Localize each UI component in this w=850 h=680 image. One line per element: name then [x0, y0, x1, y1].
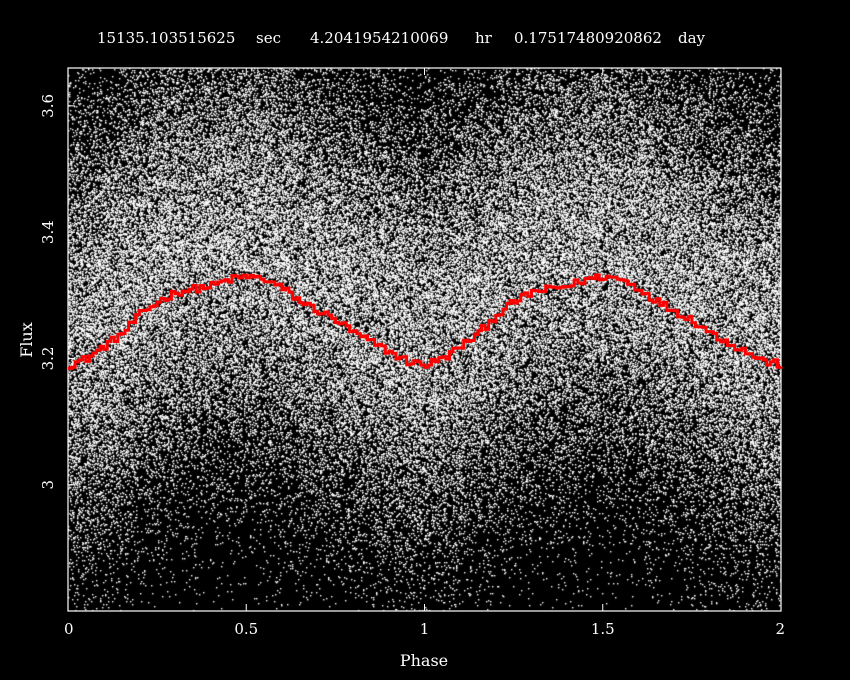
period-days-value: 0.17517480920862: [514, 29, 662, 47]
x-axis-ticks: 0 0.5 1 1.5 2: [64, 68, 785, 638]
flux-scatter-points: [68, 68, 781, 611]
y-tick-label: 3: [39, 480, 57, 490]
x-tick-label: 1: [420, 620, 430, 638]
period-title: 15135.103515625 sec 4.2041954210069 hr 0…: [97, 29, 706, 47]
x-tick-label: 2: [775, 620, 785, 638]
binned-mean-curve: [68, 273, 783, 370]
y-tick-label: 3.6: [39, 94, 57, 118]
y-tick-label: 3.4: [39, 220, 57, 244]
period-days-unit: day: [678, 29, 706, 47]
plot-frame: [67, 67, 782, 612]
period-hours-unit: hr: [475, 29, 493, 47]
x-tick-label: 0: [64, 620, 74, 638]
x-tick-label: 1.5: [591, 620, 615, 638]
period-seconds-value: 15135.103515625: [97, 29, 235, 47]
x-axis-label: Phase: [400, 651, 448, 670]
period-seconds-unit: sec: [256, 29, 281, 47]
x-tick-label: 0.5: [234, 620, 258, 638]
y-tick-label: 3.2: [39, 347, 57, 371]
y-axis-ticks: 3 3.2 3.4 3.6: [39, 94, 781, 490]
period-hours-value: 4.2041954210069: [310, 29, 448, 47]
y-axis-label: Flux: [17, 322, 36, 358]
